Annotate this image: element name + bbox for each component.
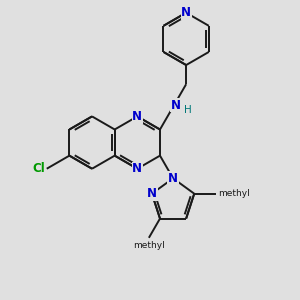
Text: N: N (132, 110, 142, 123)
Text: methyl: methyl (218, 189, 250, 198)
Text: N: N (181, 6, 191, 19)
Text: N: N (170, 99, 181, 112)
Text: N: N (147, 187, 157, 200)
Text: N: N (168, 172, 178, 185)
Text: Cl: Cl (32, 162, 45, 175)
Text: H: H (184, 105, 192, 115)
Text: N: N (132, 162, 142, 175)
Text: methyl: methyl (133, 242, 165, 250)
